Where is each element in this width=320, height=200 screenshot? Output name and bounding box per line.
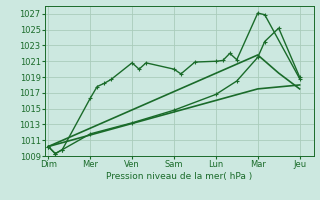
X-axis label: Pression niveau de la mer( hPa ): Pression niveau de la mer( hPa )	[106, 172, 252, 181]
